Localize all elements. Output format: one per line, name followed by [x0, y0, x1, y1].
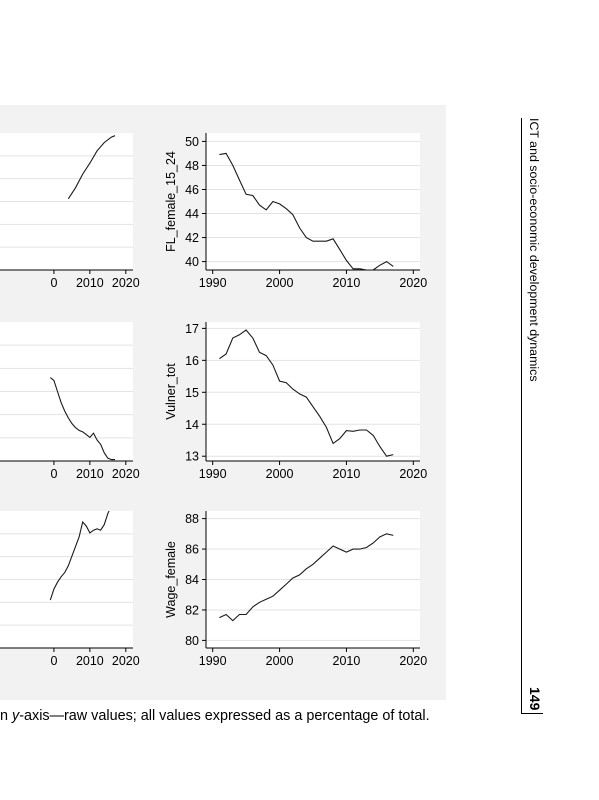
y-tick-label: 44 [185, 207, 199, 221]
x-tick-label: 2010 [76, 654, 104, 668]
x-tick-label: 2010 [333, 654, 361, 668]
series-line [67, 135, 116, 200]
chart-bottom-right: 1990 2000 2010 2020 80 82 84 86 88 Wage_female [164, 511, 427, 668]
chart-middle-right: 1990 2000 2010 2020 13 14 15 16 17 Vulner_tot [164, 322, 427, 481]
x-tick-label: 1990 [199, 276, 227, 290]
chart-top-right: 1990 2000 2010 2020 40 42 44 46 48 50 FL_female_15… [164, 133, 427, 290]
y-tick-label: 40 [185, 255, 199, 269]
x-tick-label-partial: 0 [50, 467, 57, 481]
plot-area [206, 322, 420, 461]
y-tick-label: 46 [185, 183, 199, 197]
y-tick-label: 80 [185, 634, 199, 648]
y-tick-label: 17 [185, 322, 199, 336]
series-line [49, 377, 115, 461]
x-tick-label-partial: 0 [50, 276, 57, 290]
chart-middle-left: 2010 2020 0 [0, 322, 140, 481]
x-tick-label-partial: 0 [50, 654, 57, 668]
y-tick-label: 88 [185, 512, 199, 526]
y-tick-label: 14 [185, 418, 199, 432]
y-tick-label: 48 [185, 159, 199, 173]
y-axis-label: Vulner_tot [164, 363, 178, 420]
y-tick-label: 15 [185, 386, 199, 400]
running-header: ICT and socio-economic development dynam… [522, 116, 546, 406]
y-tick-label: 13 [185, 450, 199, 464]
caption-part-2: -axis—raw values; all values expressed a… [19, 708, 430, 724]
series-line [49, 511, 110, 601]
plot-area [206, 133, 420, 270]
x-tick-label: 1990 [199, 654, 227, 668]
y-axis-label: Wage_female [164, 541, 178, 618]
y-tick-label: 50 [185, 135, 199, 149]
y-tick-label: 86 [185, 543, 199, 557]
y-tick-label: 16 [185, 354, 199, 368]
figure-caption: n y-axis—raw values; all values expresse… [0, 708, 470, 724]
series-line [219, 152, 394, 270]
y-tick-label: 42 [185, 231, 199, 245]
x-tick-label: 1990 [199, 467, 227, 481]
y-axis-label: FL_female_15_24 [164, 151, 178, 252]
page-number-text: 149 [527, 687, 543, 711]
caption-italic: y [12, 708, 20, 724]
x-tick-label: 2020 [399, 467, 427, 481]
figure-svg: 2010 2020 0 1990 2000 2010 2020 40 42 44 46 48 50 FL_… [0, 133, 427, 668]
chart-top-left: 2010 2020 0 [0, 133, 140, 290]
page-number: 149 [522, 686, 546, 712]
x-tick-label: 2020 [112, 467, 140, 481]
x-tick-label: 2020 [399, 276, 427, 290]
x-tick-label: 2000 [266, 467, 294, 481]
x-tick-label: 2000 [266, 276, 294, 290]
x-tick-label: 2020 [112, 276, 140, 290]
x-tick-label: 2010 [76, 276, 104, 290]
x-tick-label: 2000 [266, 654, 294, 668]
caption-part-1: n [0, 708, 13, 724]
series-line [219, 329, 394, 457]
x-tick-label: 2010 [333, 276, 361, 290]
figure-panel: 2010 2020 0 1990 2000 2010 2020 40 42 44 46 48 50 FL_… [0, 105, 446, 700]
vertical-rule [521, 118, 522, 713]
y-tick-label: 84 [185, 573, 199, 587]
running-header-text: ICT and socio-economic development dynam… [527, 118, 541, 382]
rule-tail [521, 713, 543, 714]
x-tick-label: 2010 [76, 467, 104, 481]
x-tick-label: 2020 [399, 654, 427, 668]
y-tick-label: 82 [185, 603, 199, 617]
x-tick-label: 2010 [333, 467, 361, 481]
x-tick-label: 2020 [112, 654, 140, 668]
chart-bottom-left: 2010 2020 0 [0, 511, 140, 668]
series-line [219, 533, 394, 622]
